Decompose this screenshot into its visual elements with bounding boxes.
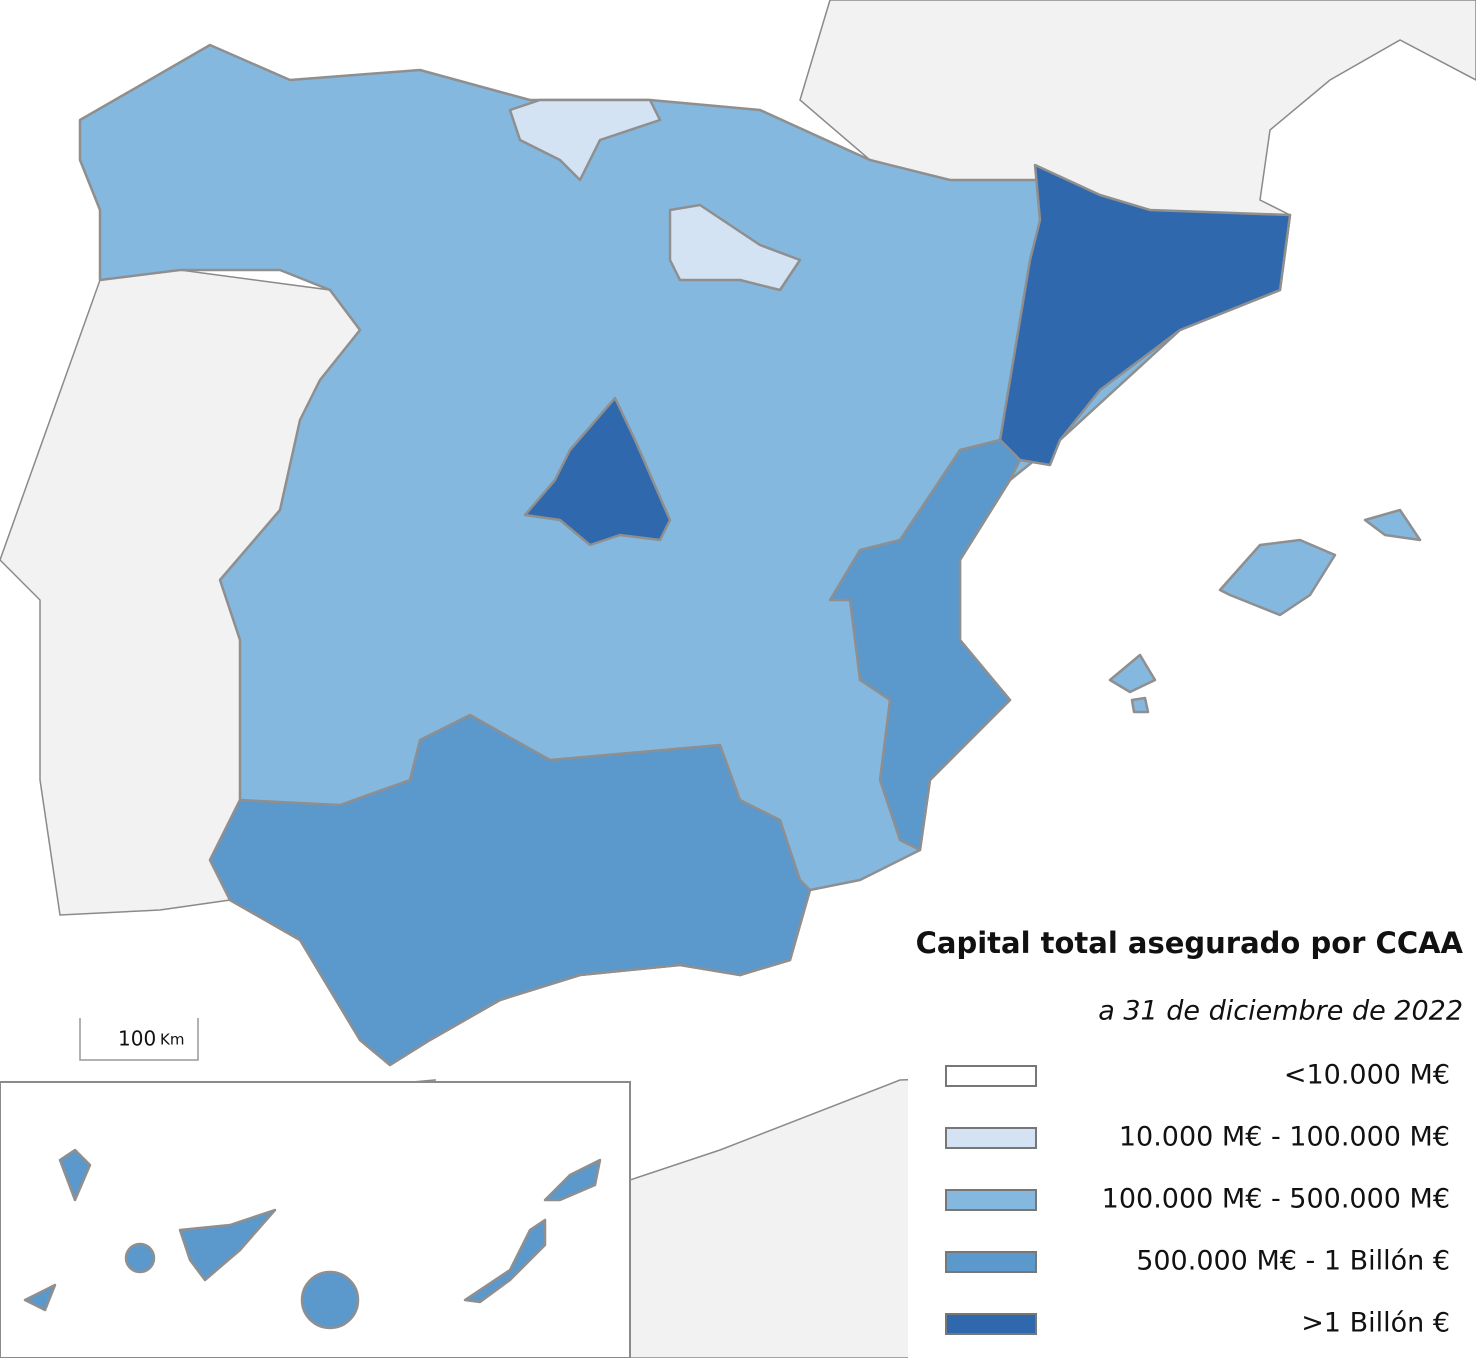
legend-label: <10.000 M€	[1284, 1060, 1450, 1091]
legend-swatch	[945, 1313, 1037, 1335]
scale-value: 100	[118, 1027, 156, 1051]
scale-line	[79, 1018, 199, 1061]
region	[178, 1208, 277, 1282]
region	[543, 1158, 602, 1202]
legend-swatch	[945, 1189, 1037, 1211]
region	[58, 1148, 92, 1202]
legend-swatch	[945, 1065, 1037, 1087]
legend-label: 10.000 M€ - 100.000 M€	[1119, 1122, 1450, 1153]
region	[998, 163, 1292, 467]
region	[208, 713, 812, 1067]
legend-label: 500.000 M€ - 1 Billón €	[1136, 1246, 1450, 1277]
region	[23, 1283, 57, 1312]
region	[1130, 696, 1150, 714]
region	[508, 98, 662, 182]
region	[1218, 538, 1337, 617]
region	[668, 203, 802, 292]
legend-swatch	[945, 1127, 1037, 1149]
region	[300, 1270, 360, 1330]
region	[463, 1218, 547, 1304]
scale-bar: 100 Km	[79, 1018, 199, 1061]
legend-label: >1 Billón €	[1301, 1308, 1450, 1339]
legend-swatch	[945, 1251, 1037, 1273]
legend-label: 100.000 M€ - 500.000 M€	[1102, 1184, 1450, 1215]
region	[523, 396, 672, 547]
legend-title: Capital total asegurado por CCAA	[916, 926, 1464, 960]
region	[1108, 653, 1157, 694]
region	[828, 438, 1022, 852]
legend: <10.000 M€ 10.000 M€ - 100.000 M€ 100.000 …	[945, 1060, 1450, 1339]
region	[124, 1242, 156, 1274]
region	[1363, 508, 1422, 542]
scale-unit: Km	[160, 1031, 184, 1049]
legend-subtitle: a 31 de diciembre de 2022	[1098, 996, 1463, 1027]
